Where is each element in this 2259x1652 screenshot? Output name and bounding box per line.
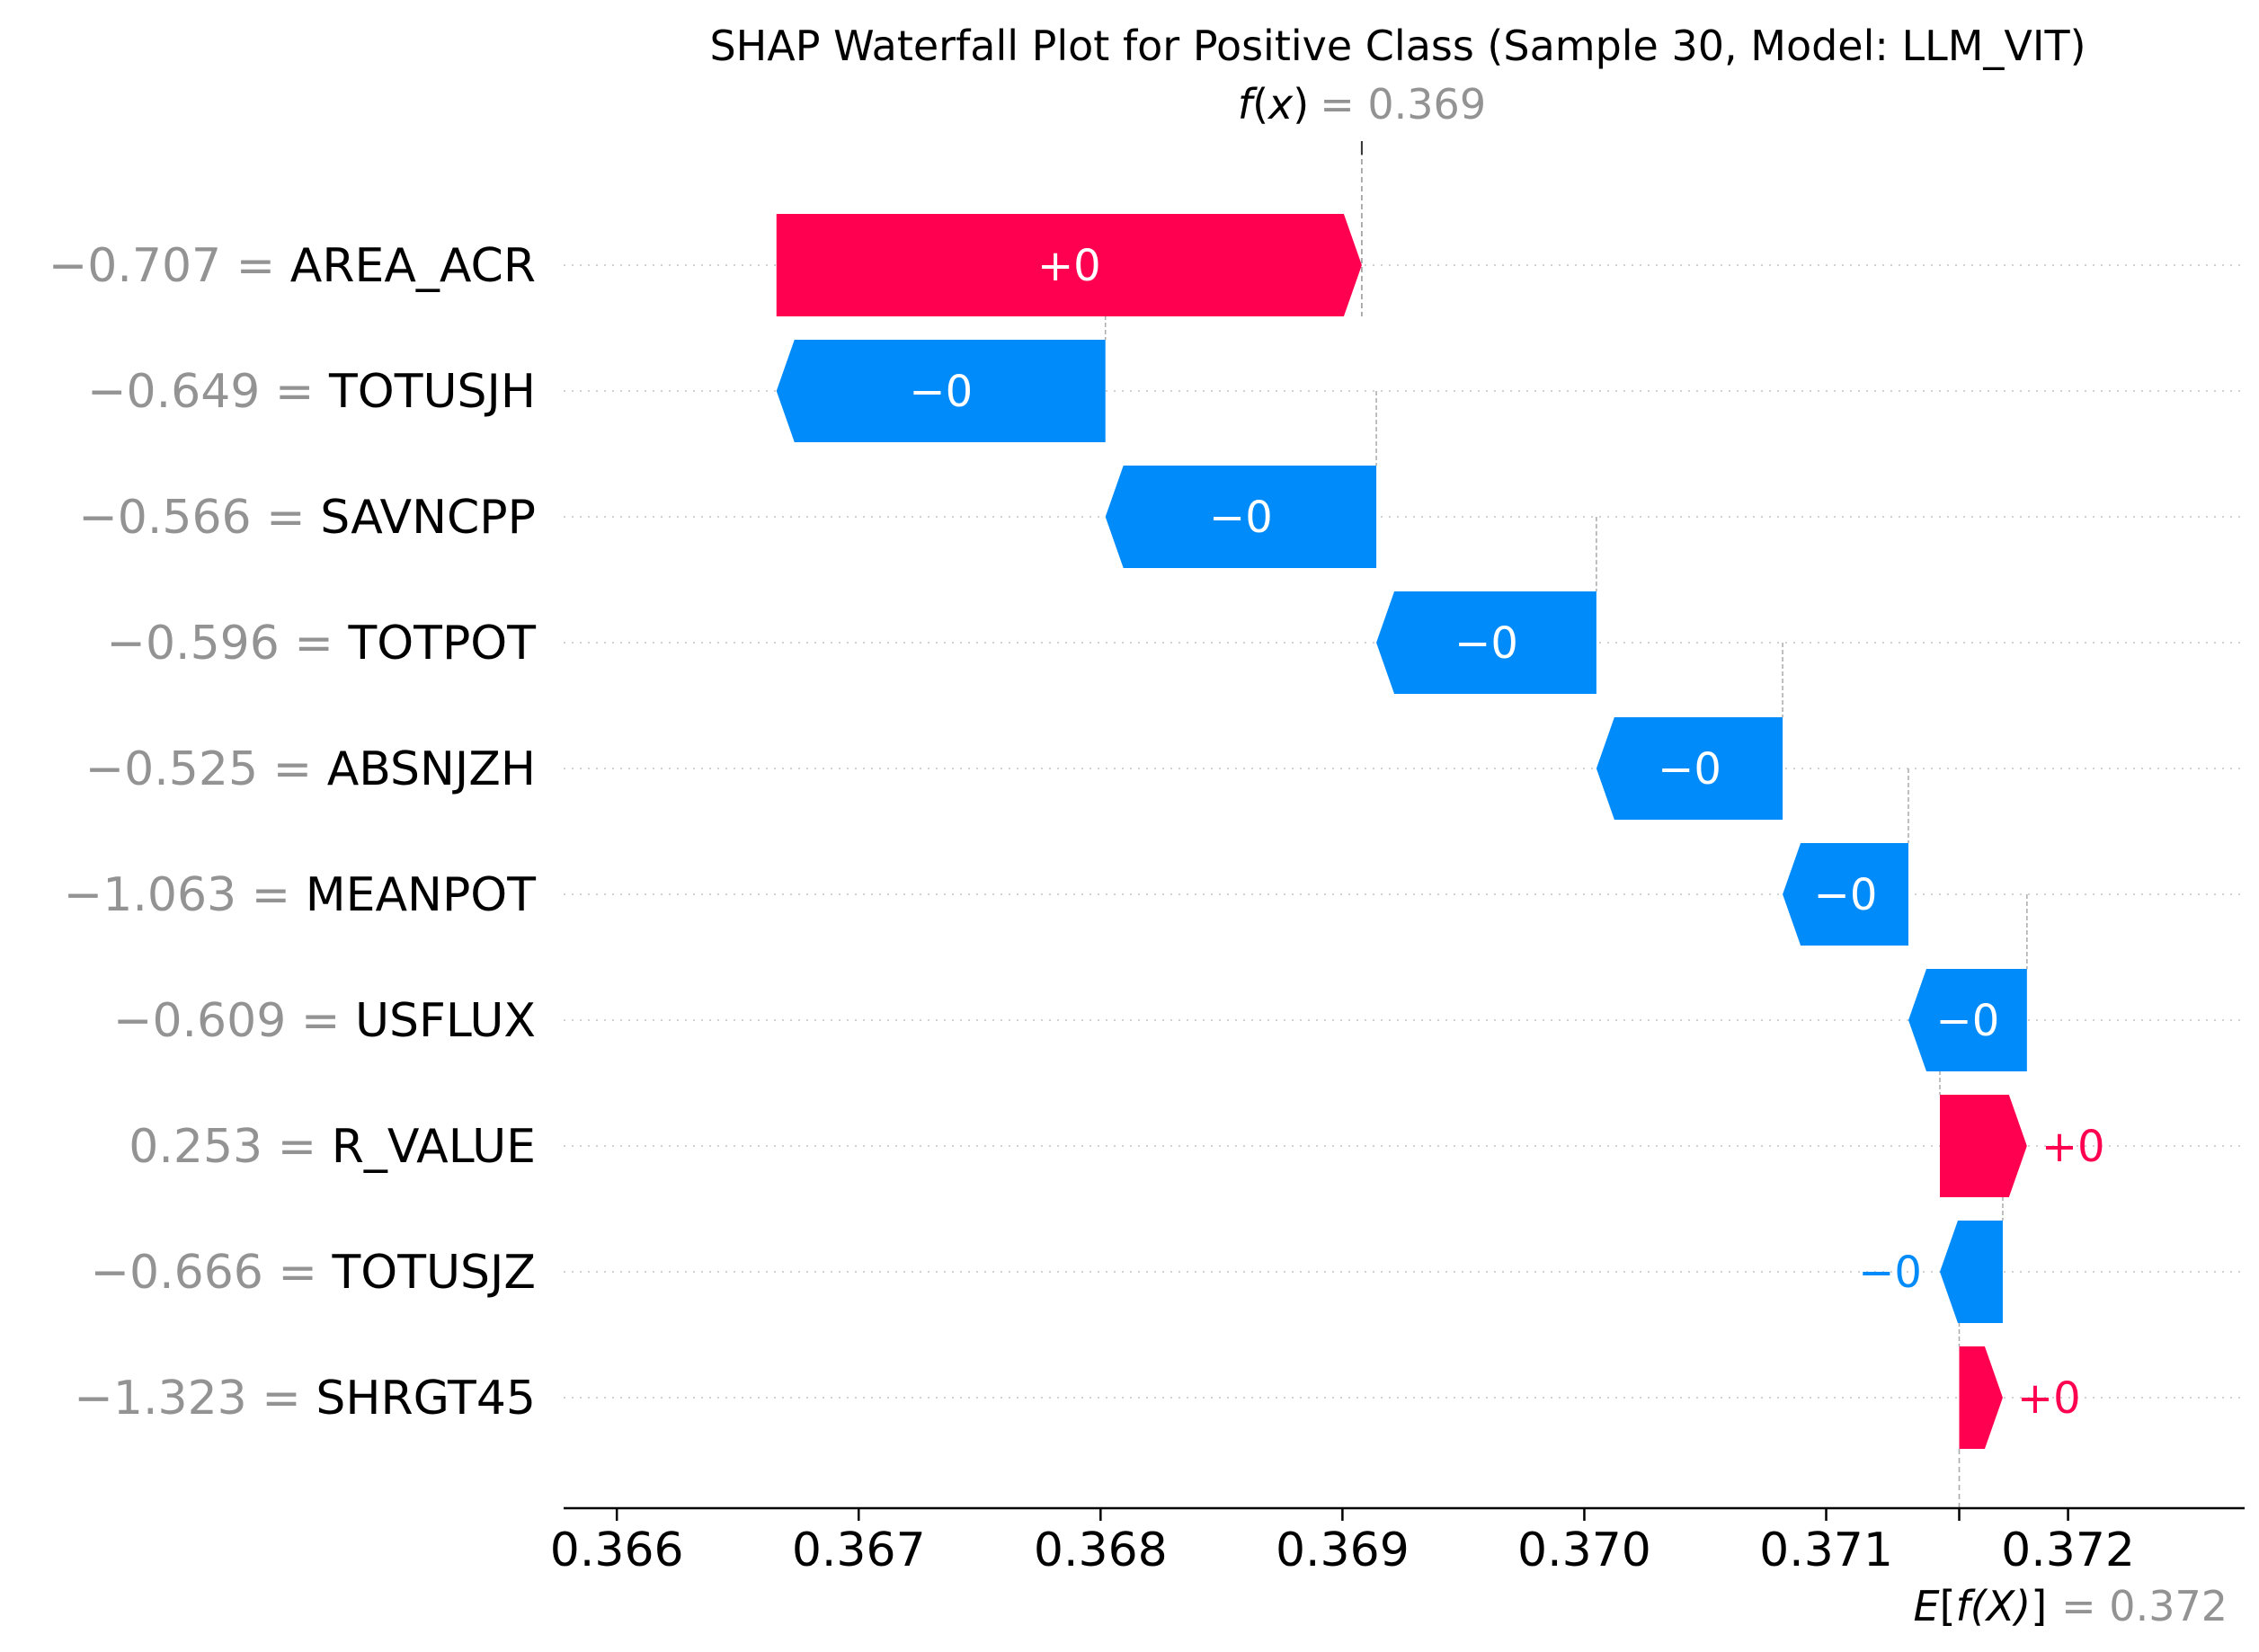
feature-name: R_VALUE — [332, 1120, 536, 1174]
feature-name: TOTUSJZ — [332, 1246, 536, 1300]
waterfall-bar — [1908, 969, 2027, 1071]
feature-value: −1.323 = — [74, 1372, 316, 1426]
feature-value: −1.063 = — [64, 868, 306, 922]
efx-bracket-close: ] — [2031, 1582, 2047, 1630]
x-tick-label: 0.367 — [792, 1523, 926, 1577]
feature-value: −0.525 = — [85, 742, 327, 796]
feature-name: SHRGT45 — [316, 1372, 536, 1426]
chart-title: SHAP Waterfall Plot for Positive Class (… — [709, 22, 2086, 70]
bars: +0 −0 −0 −0 −0 −0 −0 +0 −0 +0 — [776, 214, 2105, 1449]
waterfall-bar — [776, 214, 1362, 316]
feature-name: SAVNCPP — [320, 491, 536, 545]
waterfall-bar — [1959, 1346, 2003, 1449]
fx-paren-close: ) — [1293, 80, 1309, 129]
feature-label: −0.596 = TOTPOT — [106, 617, 536, 671]
feature-value: −0.566 = — [78, 491, 320, 545]
feature-label: −0.525 = ABSNJZH — [85, 742, 536, 796]
feature-label: −0.609 = USFLUX — [113, 994, 536, 1048]
x-axis: 0.366 0.367 0.368 0.369 0.370 0.371 0.372 — [550, 1506, 2245, 1577]
connectors — [1104, 141, 2028, 1508]
feature-label: −0.707 = AREA_ACR — [49, 239, 536, 293]
x-tick-label: 0.368 — [1034, 1523, 1168, 1577]
waterfall-bar — [776, 340, 1106, 442]
feature-name: MEANPOT — [306, 868, 536, 922]
fx-paren-open: ( — [1252, 80, 1268, 129]
x-tick-label: 0.372 — [2001, 1523, 2135, 1577]
feature-name: ABSNJZH — [327, 742, 536, 796]
feature-label: 0.253 = R_VALUE — [129, 1120, 536, 1174]
efx-label-arg: f(X) — [1956, 1582, 2032, 1630]
feature-name: TOTPOT — [347, 617, 536, 671]
bar-label: −0 — [1814, 870, 1878, 920]
efx-value: = 0.372 — [2061, 1582, 2228, 1630]
x-tick-label: 0.369 — [1276, 1523, 1410, 1577]
feature-labels: −0.707 = AREA_ACR −0.649 = TOTUSJH −0.566 … — [49, 239, 537, 1426]
efx-bracket-open: [ — [1940, 1582, 1956, 1630]
efx-label: E[f(X)] = 0.372 — [1914, 1582, 2228, 1630]
feature-value: −0.707 = — [49, 239, 290, 293]
bar-label: −0 — [1209, 493, 1273, 543]
bar-label: −0 — [1858, 1248, 1922, 1298]
waterfall-bar — [1939, 1221, 2003, 1323]
bar-label: −0 — [1658, 744, 1721, 795]
bar-label: +0 — [2041, 1122, 2105, 1172]
feature-label: −1.063 = MEANPOT — [64, 868, 537, 922]
waterfall-bar — [1596, 717, 1783, 820]
feature-label: −0.566 = SAVNCPP — [78, 491, 536, 545]
waterfall-bar — [1105, 466, 1377, 568]
feature-value: −0.609 = — [113, 994, 355, 1048]
feature-value: −0.666 = — [90, 1246, 332, 1300]
feature-name: USFLUX — [355, 994, 536, 1048]
feature-label: −0.649 = TOTUSJH — [87, 365, 536, 419]
feature-name: TOTUSJH — [328, 365, 536, 419]
x-tick-label: 0.370 — [1517, 1523, 1651, 1577]
fx-label: f(x) = 0.369 — [1238, 80, 1486, 129]
feature-value: −0.649 = — [87, 365, 329, 419]
waterfall-bar — [1376, 591, 1596, 694]
x-tick-label: 0.366 — [550, 1523, 684, 1577]
waterfall-bar — [1783, 843, 1908, 946]
fx-value: = 0.369 — [1320, 80, 1486, 129]
bar-label: +0 — [2017, 1373, 2081, 1424]
efx-label-prefix: E — [1914, 1582, 1940, 1630]
feature-value: −0.596 = — [106, 617, 348, 671]
feature-label: −0.666 = TOTUSJZ — [90, 1246, 536, 1300]
bar-label: +0 — [1037, 241, 1101, 291]
feature-value: 0.253 = — [129, 1120, 332, 1174]
x-tick-label: 0.371 — [1759, 1523, 1893, 1577]
bar-label: −0 — [909, 367, 973, 417]
feature-label: −1.323 = SHRGT45 — [74, 1372, 536, 1426]
feature-name: AREA_ACR — [290, 239, 536, 293]
bar-label: −0 — [1936, 996, 2000, 1046]
bar-label: −0 — [1454, 618, 1518, 669]
waterfall-bar — [1939, 1095, 2027, 1197]
fx-label-arg: x — [1267, 80, 1294, 129]
